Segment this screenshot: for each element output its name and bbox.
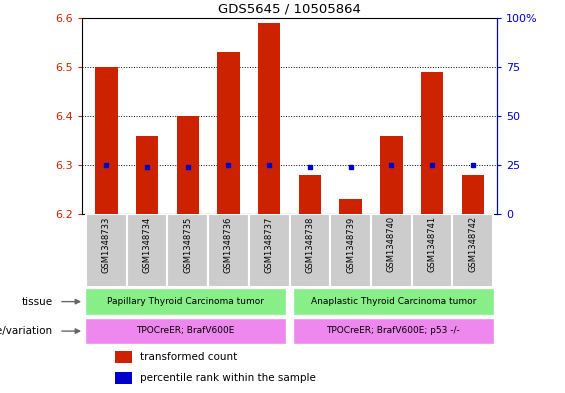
- FancyBboxPatch shape: [208, 214, 249, 287]
- Bar: [421, 72, 444, 214]
- Text: GSM1348737: GSM1348737: [265, 217, 273, 273]
- FancyBboxPatch shape: [289, 214, 331, 287]
- FancyBboxPatch shape: [371, 214, 412, 287]
- Title: GDS5645 / 10505864: GDS5645 / 10505864: [218, 2, 361, 15]
- Text: TPOCreER; BrafV600E; p53 -/-: TPOCreER; BrafV600E; p53 -/-: [327, 326, 460, 335]
- FancyBboxPatch shape: [249, 214, 289, 287]
- FancyBboxPatch shape: [293, 318, 494, 344]
- Text: GSM1348733: GSM1348733: [102, 217, 111, 273]
- FancyBboxPatch shape: [86, 214, 127, 287]
- FancyBboxPatch shape: [127, 214, 167, 287]
- Bar: [177, 116, 199, 214]
- Bar: [218, 52, 240, 214]
- Bar: [299, 175, 321, 214]
- Text: transformed count: transformed count: [140, 352, 237, 362]
- Bar: [115, 372, 132, 384]
- Bar: [95, 67, 118, 214]
- Bar: [462, 175, 484, 214]
- FancyBboxPatch shape: [293, 288, 494, 315]
- Text: GSM1348736: GSM1348736: [224, 217, 233, 273]
- Bar: [136, 136, 158, 214]
- Bar: [340, 200, 362, 214]
- Text: GSM1348739: GSM1348739: [346, 217, 355, 273]
- Bar: [380, 136, 402, 214]
- Text: percentile rank within the sample: percentile rank within the sample: [140, 373, 316, 383]
- FancyBboxPatch shape: [167, 214, 208, 287]
- Text: GSM1348740: GSM1348740: [387, 217, 396, 272]
- Text: GSM1348738: GSM1348738: [306, 217, 314, 273]
- FancyBboxPatch shape: [331, 214, 371, 287]
- Bar: [115, 351, 132, 363]
- Text: GSM1348741: GSM1348741: [428, 217, 437, 272]
- Text: genotype/variation: genotype/variation: [0, 326, 53, 336]
- FancyBboxPatch shape: [85, 318, 286, 344]
- Text: GSM1348734: GSM1348734: [142, 217, 151, 273]
- Text: tissue: tissue: [21, 297, 53, 307]
- Text: GSM1348742: GSM1348742: [468, 217, 477, 272]
- Text: Anaplastic Thyroid Carcinoma tumor: Anaplastic Thyroid Carcinoma tumor: [311, 297, 476, 305]
- FancyBboxPatch shape: [412, 214, 453, 287]
- Text: TPOCreER; BrafV600E: TPOCreER; BrafV600E: [137, 326, 235, 335]
- Text: GSM1348735: GSM1348735: [183, 217, 192, 273]
- FancyBboxPatch shape: [85, 288, 286, 315]
- Text: Papillary Thyroid Carcinoma tumor: Papillary Thyroid Carcinoma tumor: [107, 297, 264, 305]
- FancyBboxPatch shape: [453, 214, 493, 287]
- Bar: [258, 23, 280, 214]
